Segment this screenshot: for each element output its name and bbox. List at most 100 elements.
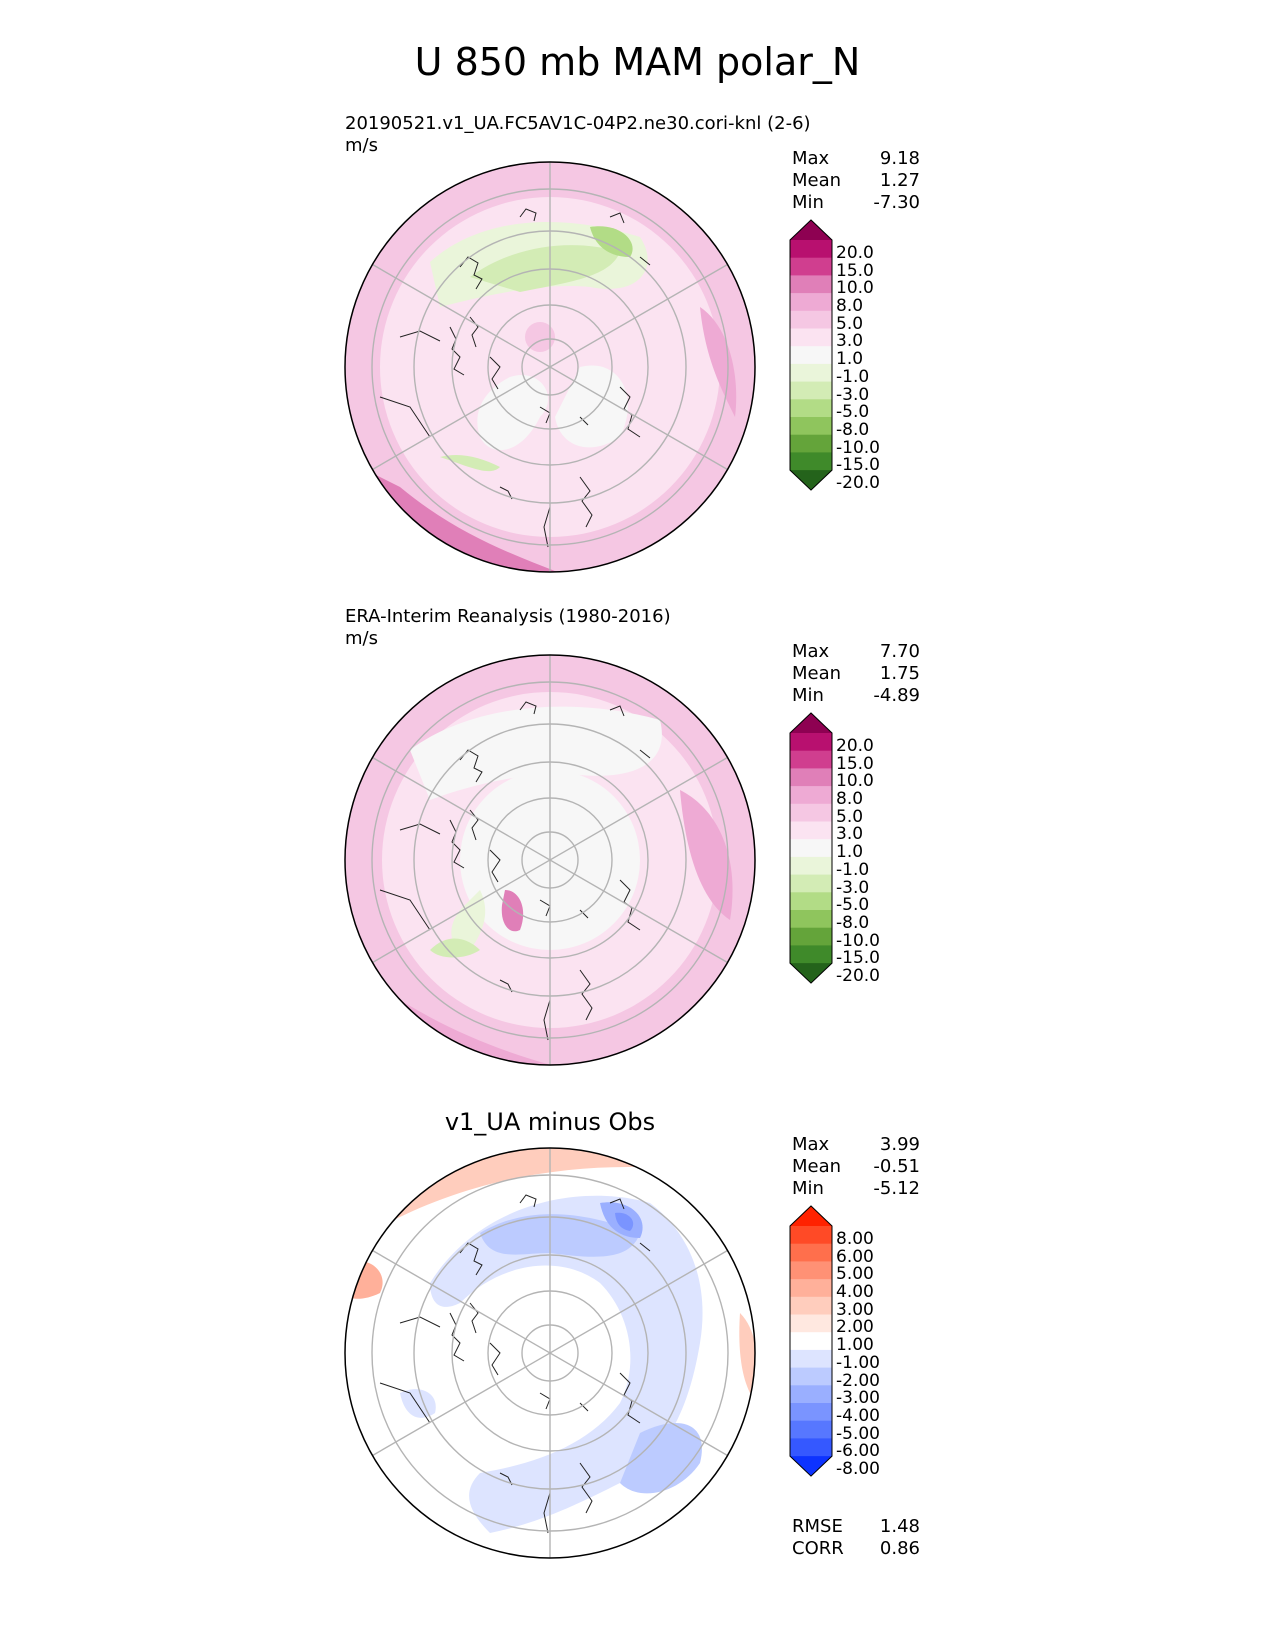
stat-max-value: 9.18 [879,148,920,169]
colorbar [789,219,833,491]
panel-test: 20190521.v1_UA.FC5AV1C-04P2.ne30.cori-kn… [0,110,1275,580]
colorbar-segment [790,381,832,400]
stat-max-label: Max [792,1134,830,1155]
colorbar-tick: -20.0 [836,472,880,493]
colorbar-tick: -3.0 [836,877,870,898]
colorbar-extend-bottom [790,963,832,984]
colorbar-tick: 8.0 [836,296,864,317]
colorbar-tick: -10.0 [836,930,880,951]
panel-units: m/s [345,135,378,156]
colorbar-tick: -1.0 [836,366,870,387]
stat-min-label: Min [792,192,824,213]
colorbar-tick: -3.00 [836,1388,880,1409]
colorbar-tick: -20.0 [836,965,880,986]
stat-min-value: -5.12 [873,1178,920,1199]
colorbar-segment [790,856,832,875]
colorbar-tick: -3.0 [836,384,870,405]
colorbar-segment [790,839,832,858]
colorbar-segment [790,821,832,840]
colorbar-segment [790,768,832,787]
stat-min-value: -7.30 [873,192,920,213]
colorbar-tick: 15.0 [836,753,874,774]
colorbar-segment [790,257,832,276]
colorbar-segment [790,1314,832,1333]
colorbar-labels: 20.0 15.0 10.0 8.0 5.0 3.0 1.0 -1.0 -3.0… [836,736,880,986]
stat-mean-value: 1.75 [879,663,920,684]
colorbar [789,712,833,984]
stat-min-label: Min [792,685,824,706]
colorbar-tick: 3.0 [836,331,864,352]
colorbar-extend-top [790,713,832,733]
colorbar-segment [790,1279,832,1298]
colorbar-extend-bottom [790,470,832,491]
colorbar-segment [790,945,832,964]
colorbar-labels: 20.0 15.0 10.0 8.0 5.0 3.0 1.0 -1.0 -3.0… [836,243,880,493]
colorbar-segment [790,1332,832,1351]
colorbar-segment [790,1438,832,1457]
colorbar-tick: 20.0 [836,243,874,263]
colorbar-segment [790,240,832,259]
colorbar-tick: -5.0 [836,895,870,916]
colorbar-segment [790,1243,832,1262]
colorbar-tick: -1.00 [836,1352,880,1373]
colorbar-segment [790,786,832,805]
stat-min-value: -4.89 [873,685,920,706]
colorbar-extend-bottom [790,1456,832,1477]
stat-max-label: Max [792,148,830,169]
colorbar-outline [789,712,833,984]
colorbar-tick: 6.00 [836,1246,874,1267]
colorbar-tick: -10.0 [836,437,880,458]
colorbar-tick: 5.0 [836,806,864,827]
panel-difference: v1_UA minus Obs [0,1096,1275,1566]
stat-mean-label: Mean [792,170,842,191]
colorbar-tick: -8.00 [836,1458,880,1479]
colorbar-labels: 8.00 6.00 5.00 4.00 3.00 2.00 1.00 -1.00… [836,1229,880,1479]
colorbar-tick: -15.0 [836,455,880,476]
colorbar-tick: -6.00 [836,1441,880,1462]
colorbar-tick: 8.00 [836,1229,874,1249]
colorbar-segment [790,927,832,946]
rmse-label: RMSE [792,1516,843,1537]
colorbar-tick: 20.0 [836,736,874,756]
colorbar-segment [790,452,832,471]
colorbar-tick: 15.0 [836,260,874,281]
colorbar-tick: 1.0 [836,349,864,370]
stat-min-label: Min [792,1178,824,1199]
colorbar-tick: 4.00 [836,1282,874,1303]
colorbar-tick: -8.0 [836,912,870,933]
colorbar-segment [790,434,832,453]
colorbar-segment [790,310,832,329]
colorbar-segment [790,733,832,752]
colorbar-tick: 1.00 [836,1335,874,1356]
colorbar-segment [790,363,832,382]
colorbar-tick: 5.0 [836,313,864,334]
stat-max-value: 7.70 [879,641,920,662]
colorbar-tick: -2.00 [836,1370,880,1391]
colorbar-tick: -15.0 [836,948,880,969]
colorbar-extend-top [790,220,832,240]
stat-max-label: Max [792,641,830,662]
colorbar-segment [790,346,832,365]
colorbar-tick: -4.00 [836,1405,880,1426]
corr-value: 0.86 [879,1538,920,1559]
colorbar-segment [790,1261,832,1280]
corr-label: CORR [792,1538,844,1559]
metrics-box: RMSE 1.48 CORR 0.86 [792,1516,920,1560]
colorbar-segment [790,399,832,418]
colorbar-tick: 10.0 [836,771,874,792]
colorbar-segment [790,275,832,294]
colorbar-tick: -5.00 [836,1423,880,1444]
polar-map [344,654,756,1066]
colorbar-segment [790,892,832,911]
colorbar-segment [790,1226,832,1245]
stat-mean-value: 1.27 [879,170,920,191]
colorbar-tick: 1.0 [836,842,864,863]
colorbar-tick: -8.0 [836,419,870,440]
stats-box: Max 7.70 Mean 1.75 Min -4.89 [792,641,920,707]
stat-mean-label: Mean [792,1156,842,1177]
polar-map [344,161,756,573]
colorbar-segment [790,1296,832,1315]
colorbar-segment [790,1420,832,1439]
colorbar-tick: -5.0 [836,402,870,423]
colorbar-extend-top [790,1206,832,1226]
